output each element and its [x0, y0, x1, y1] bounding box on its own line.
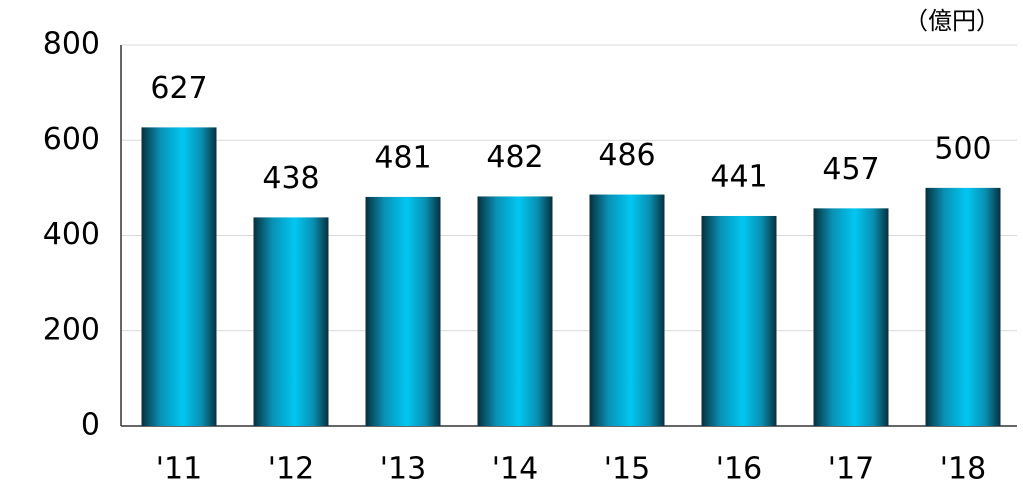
x-tick-label: '13	[380, 452, 426, 487]
unit-label: （億円）	[904, 7, 1000, 35]
value-label: 438	[262, 161, 319, 196]
bar	[813, 208, 889, 426]
x-tick-label: '11	[156, 452, 202, 487]
value-label: 627	[150, 71, 207, 106]
y-tick-label: 800	[43, 27, 100, 62]
value-label: 441	[710, 159, 767, 194]
value-label: 500	[934, 131, 991, 166]
x-tick-label: '15	[604, 452, 650, 487]
y-tick-label: 0	[81, 408, 100, 443]
bar	[365, 196, 441, 426]
bar	[925, 187, 1001, 426]
x-tick-label: '12	[268, 452, 314, 487]
bar	[141, 127, 217, 427]
value-label: 482	[486, 140, 543, 175]
bar	[477, 196, 553, 426]
value-label: 481	[374, 140, 431, 175]
x-tick-label: '17	[828, 452, 874, 487]
bar	[701, 215, 777, 426]
x-tick-label: '16	[716, 452, 762, 487]
y-tick-label: 200	[43, 312, 100, 347]
value-label: 457	[822, 152, 879, 187]
y-tick-label: 400	[43, 217, 100, 252]
bar	[253, 217, 329, 426]
bar	[589, 194, 665, 426]
y-tick-label: 600	[43, 122, 100, 157]
value-label: 486	[598, 138, 655, 173]
x-tick-label: '14	[492, 452, 538, 487]
x-tick-label: '18	[940, 452, 986, 487]
